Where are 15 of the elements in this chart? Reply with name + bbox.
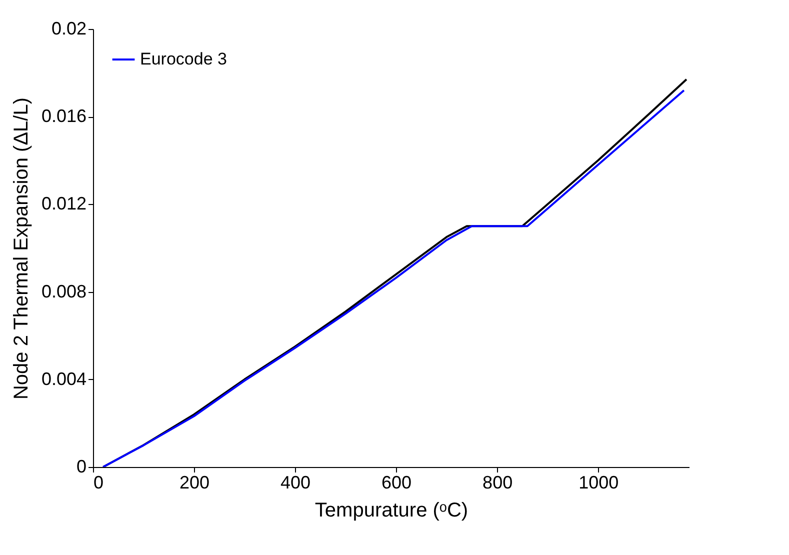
y-tick-label: 0.02 <box>51 18 86 38</box>
x-tick-label: 800 <box>482 472 513 492</box>
x-tick-label: 200 <box>179 472 210 492</box>
x-axis-title: Tempurature (ᵒC) <box>314 500 468 522</box>
x-tick-label: 1000 <box>578 472 619 492</box>
y-tick-label: 0.004 <box>41 368 86 389</box>
y-tick-label: 0.008 <box>41 281 86 302</box>
x-tick-label: 600 <box>382 472 412 492</box>
x-tick-label: 0 <box>94 472 104 492</box>
y-tick-label: 0.012 <box>41 194 86 214</box>
legend-label: Eurocode 3 <box>140 50 227 68</box>
y-tick-label: 0 <box>76 456 86 476</box>
x-tick-label: 400 <box>280 472 311 492</box>
y-axis-title: Node 2 Thermal Expansion (ΔL/L) <box>10 97 32 400</box>
y-tick-label: 0.016 <box>41 106 86 126</box>
